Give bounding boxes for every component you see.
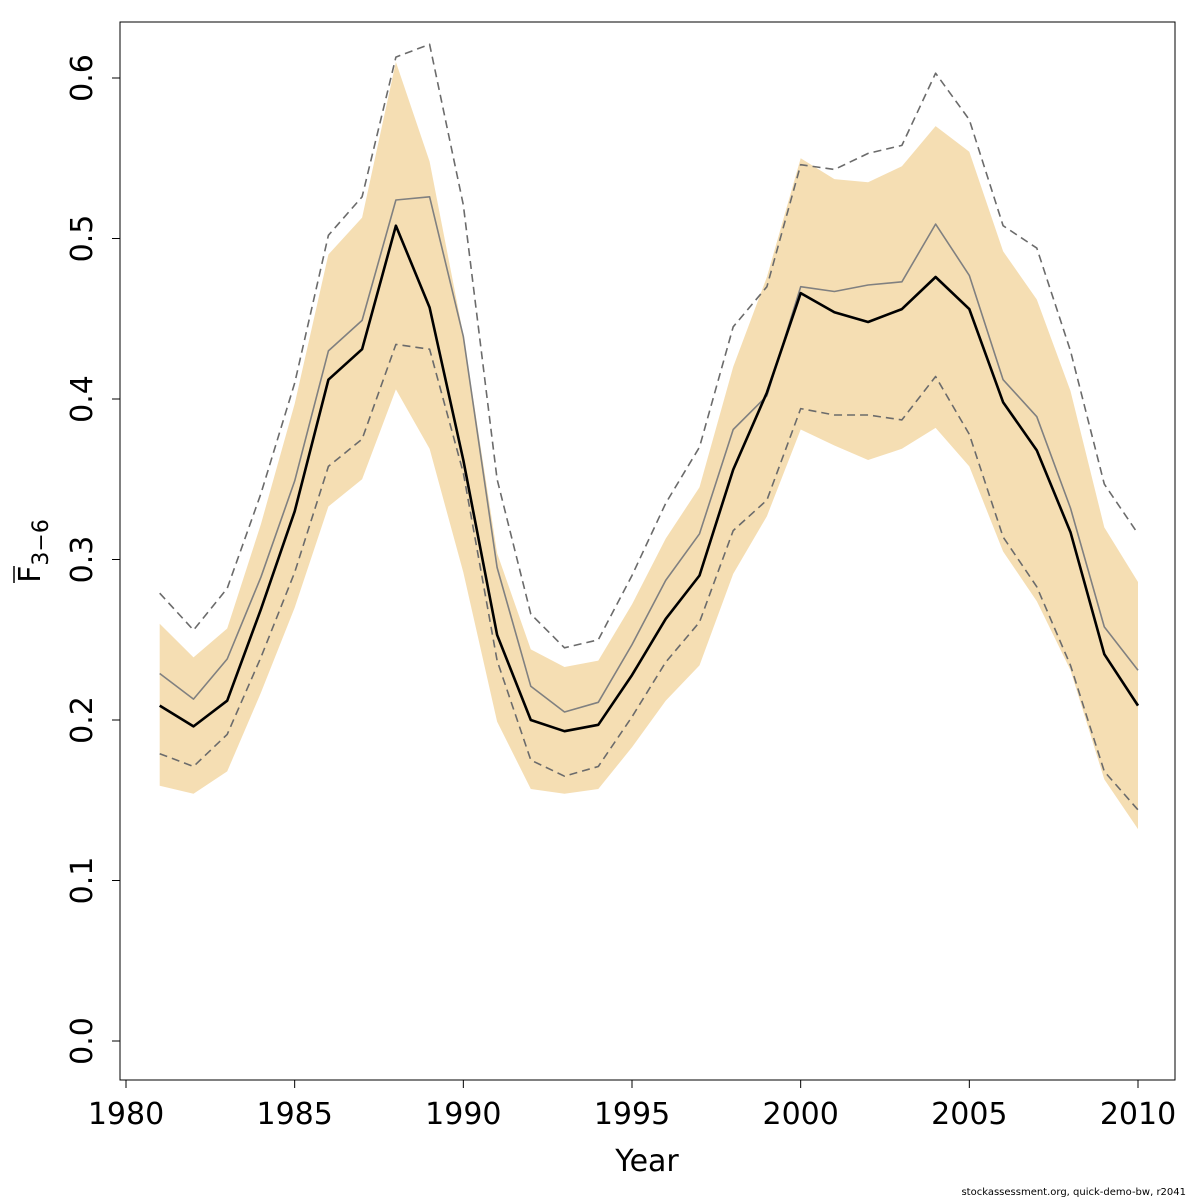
x-tick-label: 2010: [1100, 1097, 1176, 1132]
confidence-band-layer: [159, 62, 1138, 830]
y-tick-label: 0.1: [65, 857, 100, 905]
x-tick-label: 2005: [931, 1097, 1007, 1132]
y-axis-title-main: F: [13, 566, 48, 583]
y-tick-label: 0.5: [65, 215, 100, 263]
x-tick-label: 1980: [88, 1097, 164, 1132]
y-axis-title: F3−6: [13, 519, 54, 583]
y-tick-label: 0.2: [65, 696, 100, 744]
series-line-dashed-1: [159, 43, 1139, 649]
y-axis: 0.0 0.1 0.2 0.3 0.4 0.5 0.6: [65, 54, 121, 1065]
y-tick-label: 0.6: [65, 54, 100, 102]
confidence-band: [159, 62, 1138, 830]
y-axis-title-sub: 3−6: [29, 519, 54, 565]
series-line-thin: [159, 196, 1139, 713]
x-tick-label: 1985: [256, 1097, 332, 1132]
x-tick-label: 1995: [594, 1097, 670, 1132]
y-tick-label: 0.3: [65, 536, 100, 584]
y-tick-label: 0.0: [65, 1017, 100, 1065]
y-tick-label: 0.4: [65, 375, 100, 423]
series-line-dashed-2: [159, 343, 1139, 811]
footer-credit: stockassessment.org, quick-demo-bw, r204…: [961, 1187, 1186, 1198]
series-lines-layer: [159, 43, 1140, 811]
x-tick-label: 2000: [762, 1097, 838, 1132]
x-axis-title: Year: [614, 1144, 679, 1179]
series-line-thick: [159, 224, 1140, 733]
x-axis: 1980 1985 1990 1995 2000 2005 2010: [88, 1079, 1176, 1132]
x-tick-label: 1990: [425, 1097, 501, 1132]
